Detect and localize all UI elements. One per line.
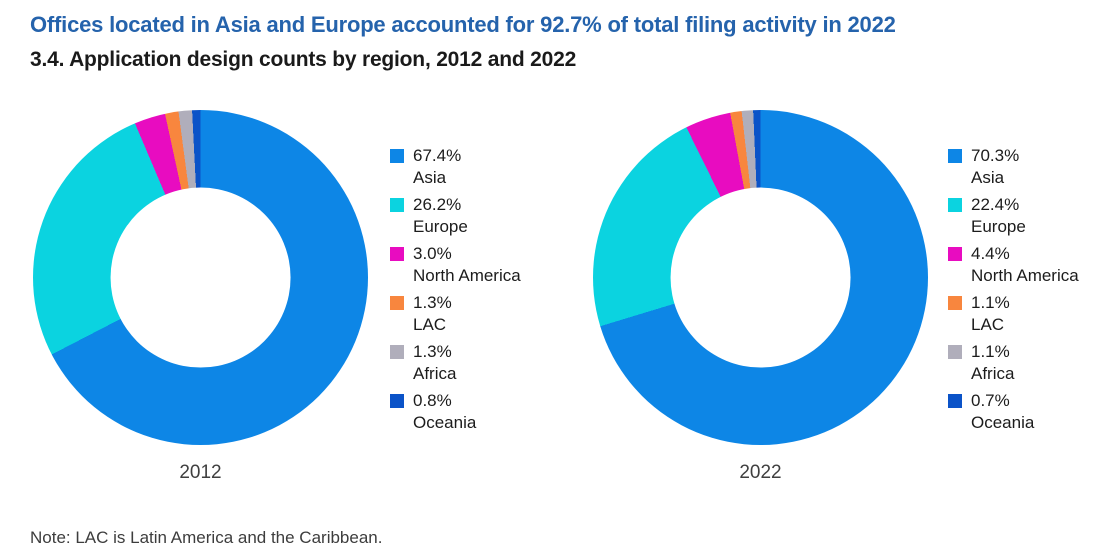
legend-category: North America <box>413 266 521 285</box>
legend-category: Africa <box>413 364 457 383</box>
legend-percent: 0.8% <box>413 391 452 410</box>
legend-percent: 26.2% <box>413 195 462 214</box>
legend-label: 70.3% Asia <box>971 145 1019 189</box>
legend-item: 0.7% Oceania <box>948 390 1079 434</box>
legend-percent: 1.1% <box>971 342 1010 361</box>
chart-subtitle: 3.4. Application design counts by region… <box>30 48 577 71</box>
legend-label: 1.1% LAC <box>971 292 1010 336</box>
legend-item: 1.3% Africa <box>390 341 521 385</box>
legend-swatch <box>390 149 404 163</box>
legend-swatch <box>948 345 962 359</box>
legend-category: Europe <box>971 217 1026 236</box>
legend-item: 3.0% North America <box>390 243 521 287</box>
legend-percent: 4.4% <box>971 244 1010 263</box>
legend-percent: 67.4% <box>413 146 462 165</box>
legend-label: 26.2% Europe <box>413 194 468 238</box>
chart-year-label-2012: 2012 <box>179 462 222 483</box>
legend-swatch <box>390 394 404 408</box>
legend-item: 22.4% Europe <box>948 194 1079 238</box>
legend-item: 1.3% LAC <box>390 292 521 336</box>
legend-item: 70.3% Asia <box>948 145 1079 189</box>
legend-percent: 1.3% <box>413 293 452 312</box>
legend-category: LAC <box>413 315 447 334</box>
legend-swatch <box>948 296 962 310</box>
legend-label: 3.0% North America <box>413 243 521 287</box>
legend-category: Europe <box>413 217 468 236</box>
legend-category: North America <box>971 266 1079 285</box>
legend-swatch <box>390 198 404 212</box>
legend-category: Oceania <box>413 413 477 432</box>
donut-hole <box>110 187 291 368</box>
legend-label: 1.1% Africa <box>971 341 1014 385</box>
legend-2022: 70.3% Asia 22.4% Europe 4.4% North America 1.1… <box>948 145 1079 439</box>
legend-swatch <box>390 296 404 310</box>
legend-percent: 3.0% <box>413 244 452 263</box>
legend-item: 0.8% Oceania <box>390 390 521 434</box>
legend-label: 1.3% Africa <box>413 341 456 385</box>
legend-percent: 70.3% <box>971 146 1020 165</box>
legend-swatch <box>948 198 962 212</box>
legend-category: Asia <box>413 168 447 187</box>
legend-swatch <box>948 394 962 408</box>
legend-item: 26.2% Europe <box>390 194 521 238</box>
legend-percent: 1.3% <box>413 342 452 361</box>
note-text: Note: LAC is Latin America and the Carib… <box>30 528 383 547</box>
legend-category: Asia <box>971 168 1005 187</box>
legend-swatch <box>390 247 404 261</box>
legend-item: 1.1% Africa <box>948 341 1079 385</box>
legend-percent: 0.7% <box>971 391 1010 410</box>
donut-hole <box>670 187 851 368</box>
legend-item: 1.1% LAC <box>948 292 1079 336</box>
legend-label: 67.4% Asia <box>413 145 461 189</box>
legend-label: 0.7% Oceania <box>971 390 1034 434</box>
legend-swatch <box>948 247 962 261</box>
legend-swatch <box>390 345 404 359</box>
page-title: Offices located in Asia and Europe accou… <box>30 12 896 37</box>
legend-category: LAC <box>971 315 1005 334</box>
legend-category: Africa <box>971 364 1015 383</box>
legend-percent: 22.4% <box>971 195 1020 214</box>
legend-2012: 67.4% Asia 26.2% Europe 3.0% North America 1.3… <box>390 145 521 439</box>
donut-chart-2012 <box>33 110 368 445</box>
legend-item: 4.4% North America <box>948 243 1079 287</box>
donut-chart-2022 <box>593 110 928 445</box>
chart-year-label-2022: 2022 <box>739 462 782 483</box>
legend-label: 0.8% Oceania <box>413 390 476 434</box>
legend-item: 67.4% Asia <box>390 145 521 189</box>
legend-label: 4.4% North America <box>971 243 1079 287</box>
legend-label: 1.3% LAC <box>413 292 452 336</box>
legend-label: 22.4% Europe <box>971 194 1026 238</box>
legend-category: Oceania <box>971 413 1035 432</box>
legend-swatch <box>948 149 962 163</box>
legend-percent: 1.1% <box>971 293 1010 312</box>
